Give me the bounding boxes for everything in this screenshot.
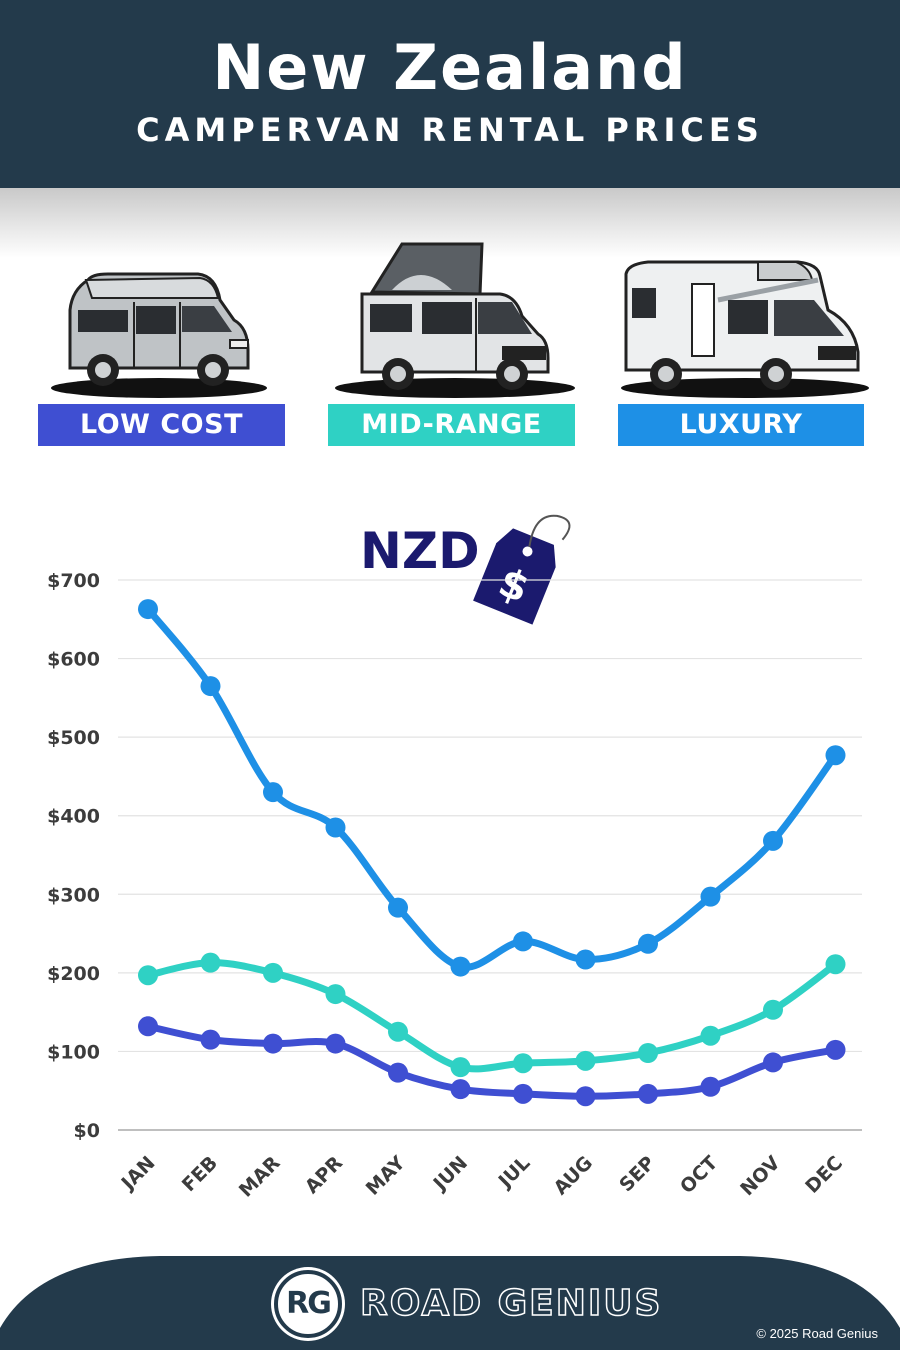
x-tick-label: MAY [362,1152,410,1200]
x-tick-label: SEP [615,1152,659,1196]
data-point-luxury [575,949,596,970]
data-point-low-cost [388,1062,408,1083]
series-line-low-cost [144,1022,839,1100]
x-tick-label: OCT [676,1152,722,1198]
y-tick-label: $500 [47,727,100,749]
road-genius-logo: RG [274,1270,342,1338]
data-point-luxury [513,931,533,952]
page-title: New Zealand [212,31,688,104]
x-tick-label: JAN [116,1152,160,1196]
y-tick-label: $0 [74,1120,100,1142]
x-tick-label: NOV [736,1152,784,1200]
mid-range-label: MID-RANGE [328,404,575,446]
chart-grid [118,579,862,1131]
series-line-mid-range [144,959,839,1073]
luxury-label: LUXURY [618,404,864,446]
chart-series [138,599,846,1107]
price-line-chart: NZD $ $0 $100 $200 $300 $400 $500 $600 $700 JAN… [47,514,862,1202]
y-tick-label: $700 [47,570,100,592]
footer-band [0,1256,900,1350]
y-tick-label: $600 [47,649,100,671]
data-point-low-cost [263,1033,283,1054]
x-tick-label: MAR [235,1152,285,1202]
data-point-luxury [638,933,658,954]
y-tick-label: $200 [47,963,100,985]
data-point-mid-range [263,962,283,983]
data-point-low-cost [763,1052,783,1073]
price-tag: NZD $ [360,514,571,625]
low-cost-label: LOW COST [38,404,285,446]
copyright: © 2025 Road Genius [756,1326,878,1341]
brand-name: ROAD GENIUS [359,1282,663,1325]
data-point-luxury [263,782,283,803]
data-point-low-cost [700,1076,721,1097]
data-point-luxury [450,956,471,977]
data-point-luxury [200,676,221,697]
y-tick-label: $400 [47,806,100,828]
data-point-low-cost [638,1083,658,1104]
x-tick-label: JUL [493,1152,534,1193]
data-point-low-cost [513,1083,533,1104]
data-point-luxury [763,830,783,851]
luxury-van-icon [621,260,869,398]
y-tick-label: $300 [47,884,100,906]
data-point-mid-range [638,1043,658,1063]
x-tick-label: DEC [801,1152,847,1198]
data-point-mid-range [388,1021,408,1042]
data-point-mid-range [700,1025,721,1046]
data-point-luxury [825,745,846,766]
low-cost-van-icon [51,272,267,398]
mid-range-van-icon [335,242,575,398]
y-axis: $0 $100 $200 $300 $400 $500 $600 $700 [47,570,100,1142]
series-line-luxury [144,605,839,971]
data-point-mid-range [763,999,783,1020]
x-axis: JAN FEB MAR APR MAY JUN JUL AUG SEP OCT NOV DEC [116,1152,847,1202]
data-point-mid-range [138,965,158,986]
header: New Zealand CAMPERVAN RENTAL PRICES [0,0,900,188]
x-tick-label: JUN [428,1152,472,1196]
page-subtitle: CAMPERVAN RENTAL PRICES [136,111,764,149]
data-point-low-cost [138,1016,158,1037]
data-point-luxury [700,886,721,907]
y-tick-label: $100 [47,1041,100,1063]
x-tick-label: APR [301,1152,347,1198]
data-point-low-cost [575,1086,596,1107]
x-tick-label: AUG [550,1152,597,1199]
data-point-low-cost [450,1079,471,1100]
data-point-mid-range [200,952,221,973]
currency-label: NZD [360,522,480,580]
logo-text: RG [286,1286,332,1321]
data-point-mid-range [513,1053,533,1074]
data-point-mid-range [825,954,846,975]
data-point-luxury [138,599,158,620]
data-point-luxury [388,897,408,918]
price-tag-icon: $ [473,514,571,625]
data-point-mid-range [325,984,346,1005]
data-point-low-cost [200,1029,221,1050]
data-point-low-cost [825,1039,846,1060]
data-point-luxury [325,817,346,838]
data-point-low-cost [325,1033,346,1054]
x-tick-label: FEB [178,1152,222,1196]
data-point-mid-range [450,1057,471,1078]
data-point-mid-range [575,1050,596,1071]
